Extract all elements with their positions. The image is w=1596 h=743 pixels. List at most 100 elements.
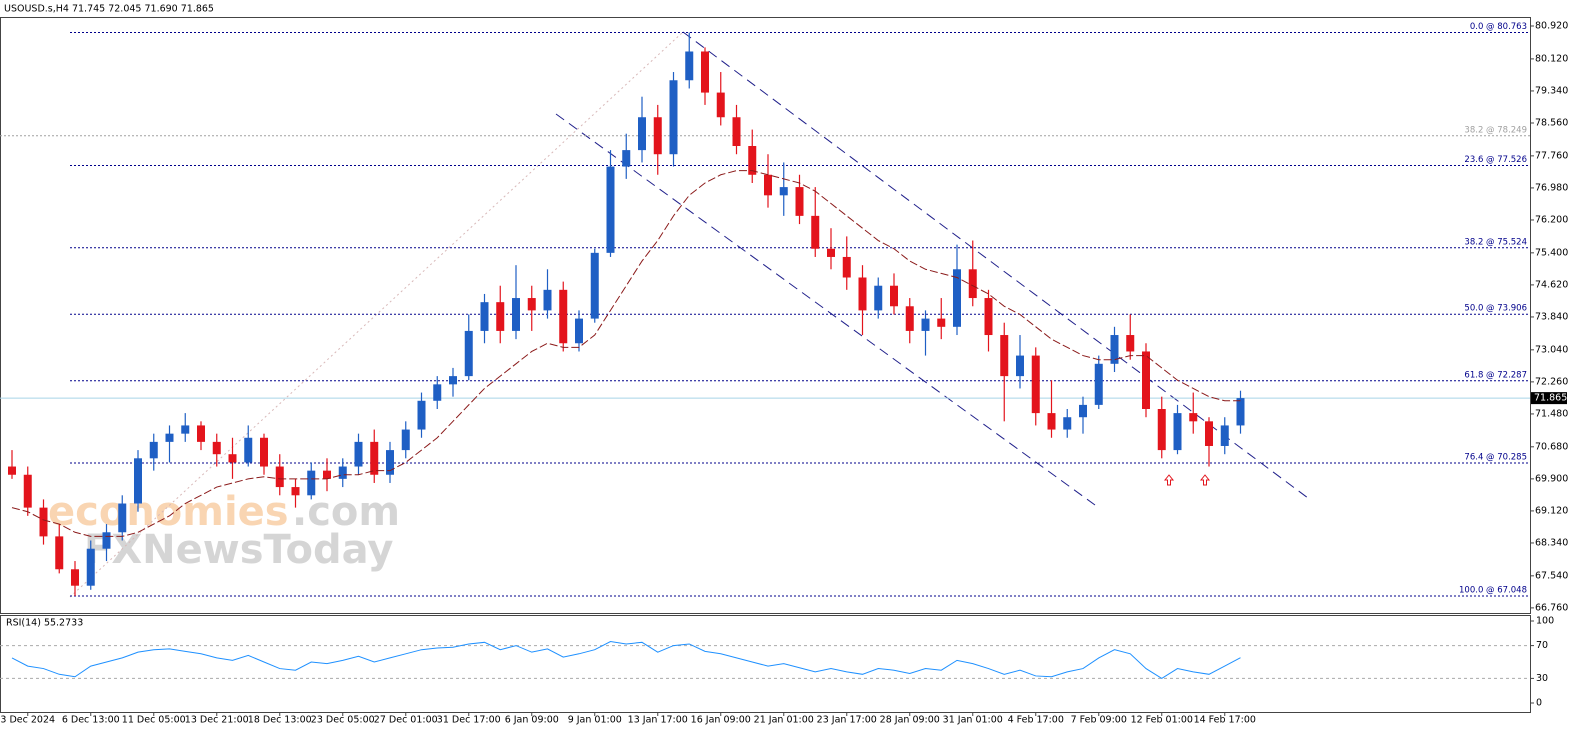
candle-body (323, 470, 331, 479)
y-tick-label: 66.760 (1535, 602, 1568, 613)
watermark-brand: economies (48, 489, 289, 535)
y-tick-label: 80.120 (1535, 53, 1568, 64)
candle-body (1110, 335, 1119, 364)
candle-body (953, 269, 961, 327)
arrow-up (1163, 474, 1175, 486)
x-tick-label: 9 Jan 01:00 (568, 715, 622, 726)
candle-body (701, 51, 709, 93)
y-tick-label: 73.040 (1535, 344, 1568, 355)
x-tick-label: 27 Dec 01:00 (374, 715, 438, 726)
y-tick-label: 72.260 (1535, 376, 1568, 387)
candle-body (1016, 355, 1024, 377)
x-tick-label: 14 Feb 17:00 (1194, 715, 1256, 726)
fib-trend-line (69, 31, 684, 598)
candle-body (1220, 425, 1229, 446)
candle-body (559, 289, 568, 344)
candle-body (811, 215, 820, 249)
candle-body (244, 437, 253, 463)
x-tick-label: 13 Dec 21:00 (185, 715, 249, 726)
fib-label: 100.0 @ 67.048 (1459, 586, 1527, 596)
fib-label: 50.0 @ 73.906 (1464, 304, 1527, 314)
y-tick-label: 79.340 (1535, 85, 1568, 96)
fib-label: 0.0 @ 80.763 (1470, 22, 1527, 32)
candle-body (1094, 363, 1103, 405)
candle-body (338, 466, 347, 479)
candle-body (1189, 413, 1198, 422)
candle-body (669, 80, 678, 155)
y-tick-label: 74.620 (1535, 279, 1568, 290)
candle-body (732, 117, 741, 147)
candle-body (71, 569, 79, 586)
x-tick-label: 31 Jan 01:00 (943, 715, 1003, 726)
candle-body (795, 187, 804, 216)
candle-body (181, 425, 190, 434)
chart-header: USOUSD.s,H4 71.745 72.045 71.690 71.865 (4, 4, 214, 15)
x-tick-label: 11 Dec 05:00 (122, 715, 186, 726)
x-tick-label: 6 Dec 13:00 (62, 715, 120, 726)
candle-body (102, 532, 111, 549)
candle-body (417, 400, 426, 430)
moving-average (11, 170, 1241, 537)
candle-body (134, 458, 142, 504)
candle-body (1079, 404, 1087, 418)
candle-body (1173, 413, 1182, 451)
candle-body (622, 150, 631, 167)
candle-body (590, 252, 599, 319)
candle-body (118, 503, 127, 533)
y-tick-label: 80.920 (1535, 21, 1568, 32)
candle-body (149, 441, 158, 459)
candle-body (1063, 417, 1072, 430)
candle-body (39, 507, 48, 537)
x-tick-label: 21 Jan 01:00 (754, 715, 814, 726)
arrow-up (1199, 474, 1211, 486)
candle-body (1205, 421, 1213, 446)
watermark: economies .com FXNewsToday (48, 489, 400, 573)
x-tick-label: 7 Feb 09:00 (1071, 715, 1127, 726)
candle-body (779, 187, 788, 196)
last-price-box (1531, 392, 1567, 405)
candle-body (433, 384, 442, 401)
candle-body (890, 285, 898, 307)
candle-body (685, 51, 694, 81)
candle-body (401, 429, 410, 451)
candle-body (984, 298, 993, 336)
candles (8, 32, 1245, 596)
candle-body (527, 298, 536, 311)
candle-body (386, 450, 394, 475)
candle-body (464, 330, 473, 377)
y-tick-label: 78.560 (1535, 117, 1568, 128)
x-tick-label: 6 Jan 09:00 (505, 715, 559, 726)
y-tick-label: 71.480 (1535, 408, 1568, 419)
candle-body (480, 302, 489, 331)
x-tick-label: 18 Dec 13:00 (248, 715, 312, 726)
candle-body (197, 425, 205, 442)
candle-body (165, 433, 174, 442)
candle-body (55, 536, 64, 570)
candle-body (449, 376, 457, 385)
y-tick-label: 70 (1536, 640, 1548, 651)
candle-body (1126, 335, 1135, 352)
candle-body (370, 441, 379, 475)
candle-body (858, 277, 867, 311)
y-tick-label: 70.680 (1535, 441, 1568, 452)
x-tick-label: 3 Dec 2024 (0, 715, 55, 726)
candle-body (575, 318, 583, 344)
candle-body (307, 470, 316, 496)
candle-body (827, 248, 835, 257)
candle-body (716, 92, 725, 118)
last-price-label: 71.865 (1534, 393, 1567, 404)
x-tick-label: 13 Jan 17:00 (628, 715, 688, 726)
candle-body (260, 437, 268, 467)
x-tick-label: 23 Dec 05:00 (311, 715, 375, 726)
candle-body (874, 285, 883, 311)
x-tick-label: 28 Jan 09:00 (880, 715, 940, 726)
candle-body (638, 117, 646, 151)
candle-body (496, 302, 505, 331)
watermark-domain: .com (292, 489, 400, 535)
watermark-sub: FXNewsToday (84, 527, 393, 573)
fib-label: 38.2 @ 78.249 (1464, 125, 1527, 135)
candle-body (212, 441, 221, 455)
